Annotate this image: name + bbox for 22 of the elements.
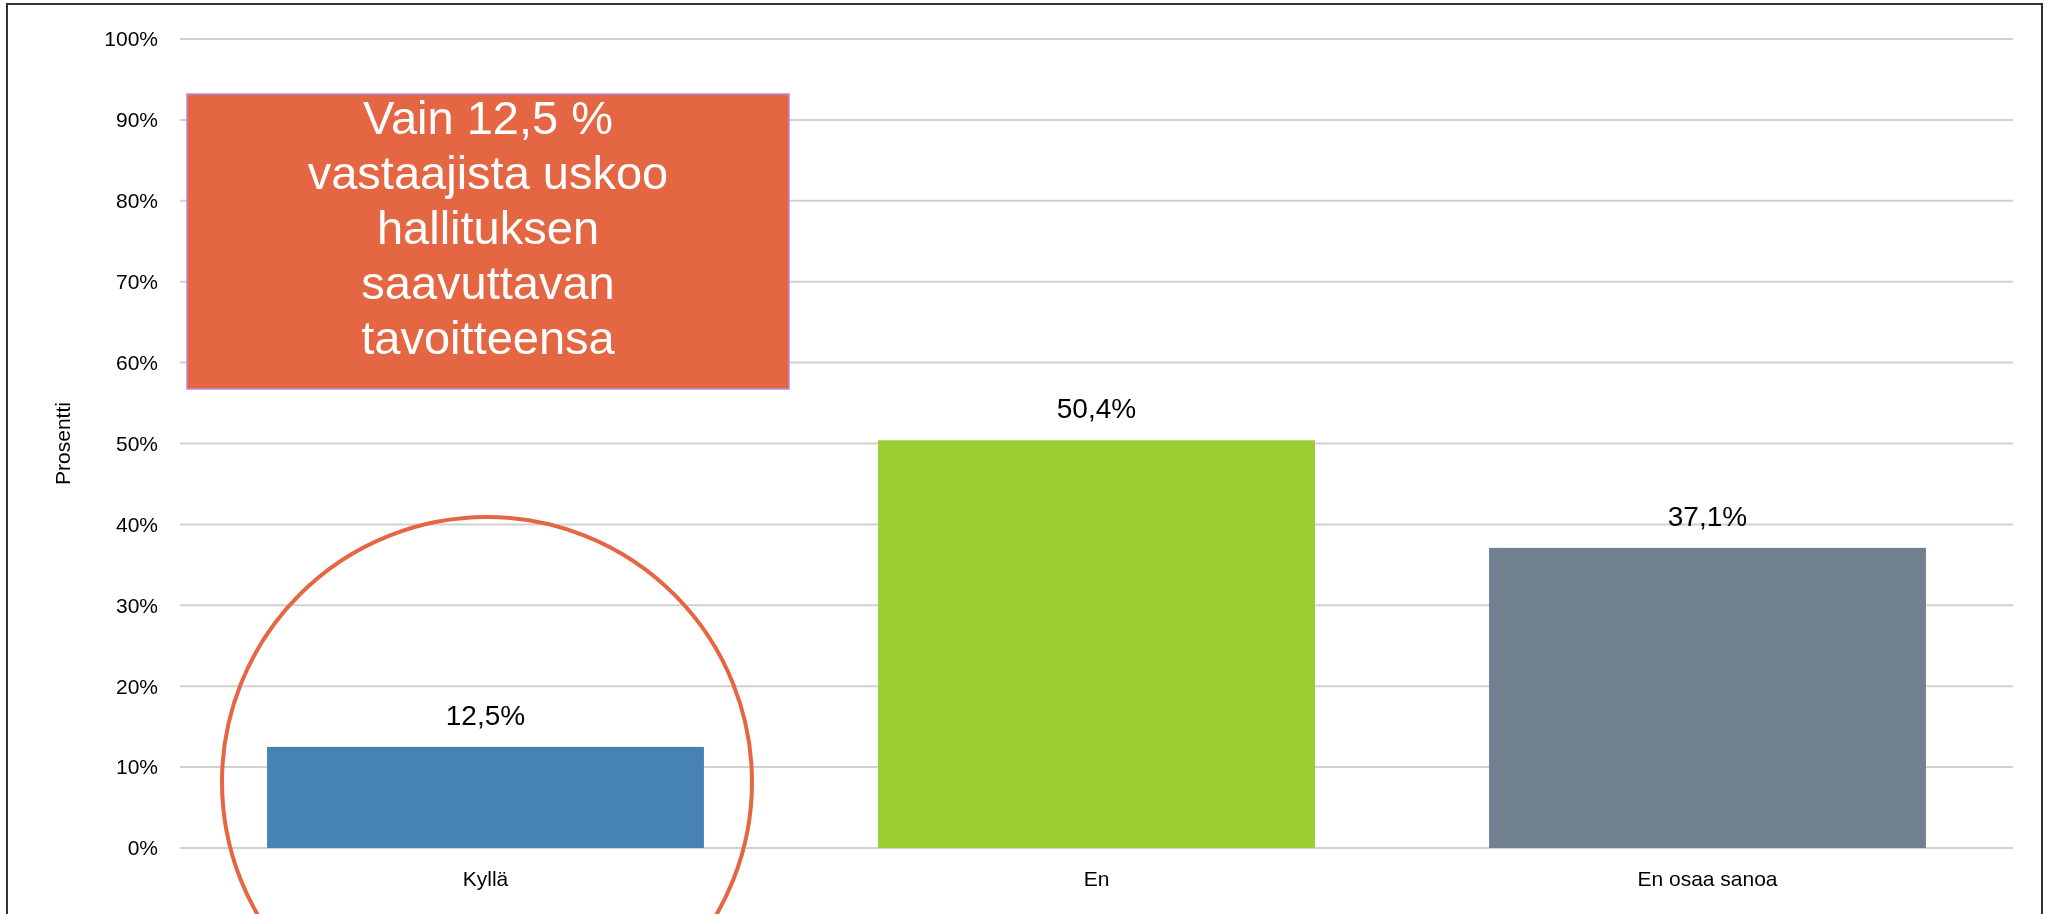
bar [267,746,704,848]
y-tick-label: 20% [115,674,158,698]
x-tick-label: En [1083,867,1110,890]
bar [878,440,1315,848]
y-tick-label: 40% [115,512,158,536]
y-tick-label: 80% [115,189,158,213]
y-tick-label: 70% [115,270,158,294]
y-tick-label: 0% [127,836,158,860]
y-axis-title: Prosentti [51,402,74,485]
y-tick-label: 30% [115,593,158,617]
annotation: Vain 12,5 % vastaajista uskoo hallituksen saavuttavan tavoitteensa [307,91,669,364]
y-tick-label: 100% [104,27,158,51]
y-tick-label: 50% [115,431,158,455]
y-tick-label: 10% [115,755,158,779]
y-tick-label: 90% [115,108,158,132]
x-tick-label: En osaa sanoa [1637,867,1778,890]
data-label: 37,1% [1667,500,1748,532]
bar [1489,547,1926,848]
data-label: 12,5% [445,699,526,731]
data-label: 50,4% [1056,393,1137,425]
x-tick-label: Kyllä [462,867,509,890]
y-tick-label: 60% [115,350,158,374]
